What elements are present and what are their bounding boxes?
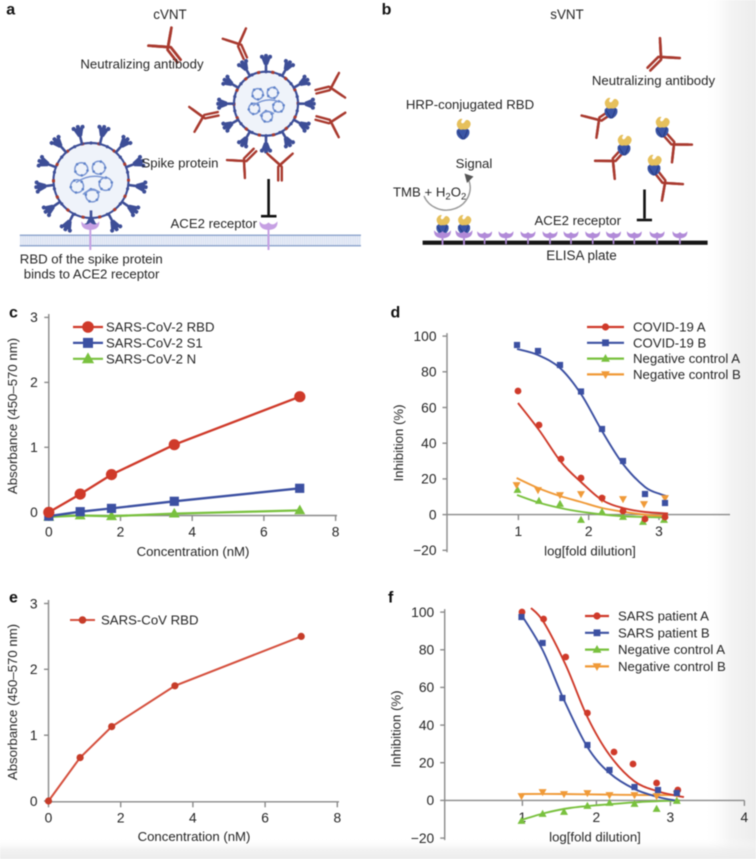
- svg-text:2: 2: [117, 525, 125, 540]
- svg-text:0: 0: [30, 794, 38, 809]
- svg-text:sVNT: sVNT: [550, 7, 583, 22]
- svg-text:log[fold dilution]: log[fold dilution]: [549, 829, 641, 844]
- svg-text:Spike protein: Spike protein: [142, 156, 219, 171]
- svg-text:Concentration (nM): Concentration (nM): [137, 544, 250, 559]
- svg-text:e: e: [9, 590, 18, 607]
- svg-text:2: 2: [30, 662, 38, 677]
- svg-text:Absorbance (450–570 nm): Absorbance (450–570 nm): [5, 624, 20, 780]
- svg-text:1: 1: [515, 524, 523, 539]
- svg-text:0: 0: [45, 811, 53, 826]
- svg-text:−20: −20: [413, 543, 437, 558]
- svg-text:100: 100: [411, 605, 434, 620]
- svg-text:20: 20: [421, 472, 437, 487]
- svg-text:60: 60: [419, 680, 435, 695]
- svg-text:RBD of the spike protein: RBD of the spike protein: [20, 251, 163, 266]
- svg-text:3: 3: [655, 524, 663, 539]
- svg-text:a: a: [6, 2, 15, 19]
- svg-text:binds to ACE2 receptor: binds to ACE2 receptor: [24, 266, 160, 281]
- svg-text:Signal: Signal: [456, 156, 493, 171]
- svg-text:4: 4: [189, 811, 197, 826]
- svg-text:Absorbance (450–570 nm): Absorbance (450–570 nm): [5, 338, 20, 494]
- svg-text:log[fold dilution]: log[fold dilution]: [544, 544, 636, 559]
- svg-text:−20: −20: [411, 831, 435, 846]
- svg-text:SARS patient A: SARS patient A: [618, 609, 709, 624]
- svg-text:2: 2: [593, 810, 601, 825]
- svg-text:Concentration (nM): Concentration (nM): [138, 829, 251, 844]
- svg-text:Negative control B: Negative control B: [618, 659, 726, 674]
- svg-text:Neutralizing antibody: Neutralizing antibody: [592, 73, 716, 88]
- svg-text:0: 0: [429, 507, 437, 522]
- svg-text:0: 0: [427, 793, 435, 808]
- svg-text:Neutralizing antibody: Neutralizing antibody: [80, 57, 204, 72]
- svg-text:f: f: [388, 590, 394, 607]
- svg-text:HRP-conjugated RBD: HRP-conjugated RBD: [406, 97, 534, 112]
- svg-text:ACE2 receptor: ACE2 receptor: [535, 213, 622, 228]
- svg-text:c: c: [9, 305, 18, 322]
- svg-text:SARS-CoV-2 S1: SARS-CoV-2 S1: [106, 336, 203, 351]
- svg-text:cVNT: cVNT: [153, 7, 186, 22]
- svg-text:3: 3: [30, 596, 38, 611]
- svg-text:3: 3: [30, 310, 38, 325]
- svg-text:8: 8: [332, 525, 340, 540]
- svg-text:80: 80: [419, 643, 435, 658]
- svg-text:ACE2 receptor: ACE2 receptor: [171, 216, 258, 231]
- svg-text:COVID-19 A: COVID-19 A: [633, 320, 706, 335]
- svg-text:1: 1: [30, 440, 38, 455]
- svg-text:60: 60: [421, 400, 437, 415]
- svg-text:d: d: [391, 305, 401, 322]
- svg-text:4: 4: [188, 525, 196, 540]
- svg-text:80: 80: [421, 365, 437, 380]
- svg-text:1: 1: [30, 728, 38, 743]
- svg-text:4: 4: [741, 810, 749, 825]
- svg-text:0: 0: [30, 505, 38, 520]
- svg-text:Negative control B: Negative control B: [633, 367, 741, 382]
- svg-text:SARS-CoV RBD: SARS-CoV RBD: [101, 613, 198, 628]
- svg-text:SARS-CoV-2 RBD: SARS-CoV-2 RBD: [106, 320, 214, 335]
- svg-text:ELISA plate: ELISA plate: [546, 248, 617, 263]
- svg-text:3: 3: [667, 810, 675, 825]
- svg-text:20: 20: [419, 756, 435, 771]
- svg-text:b: b: [382, 2, 392, 19]
- svg-text:2: 2: [30, 375, 38, 390]
- svg-text:Inhibition (%): Inhibition (%): [391, 405, 406, 482]
- svg-text:2: 2: [117, 811, 125, 826]
- svg-text:6: 6: [261, 811, 269, 826]
- svg-text:SARS-CoV-2 N: SARS-CoV-2 N: [106, 351, 196, 366]
- svg-text:40: 40: [419, 718, 435, 733]
- svg-text:100: 100: [413, 329, 436, 344]
- svg-text:COVID-19 B: COVID-19 B: [633, 335, 706, 350]
- svg-text:40: 40: [421, 436, 437, 451]
- svg-text:6: 6: [260, 525, 268, 540]
- svg-text:SARS patient B: SARS patient B: [618, 625, 710, 640]
- svg-text:Negative control A: Negative control A: [618, 642, 725, 657]
- svg-text:Inhibition (%): Inhibition (%): [389, 691, 404, 768]
- svg-text:Negative control A: Negative control A: [633, 351, 740, 366]
- svg-text:0: 0: [45, 525, 53, 540]
- svg-text:8: 8: [333, 811, 341, 826]
- svg-text:2: 2: [585, 524, 593, 539]
- svg-text:1: 1: [519, 810, 527, 825]
